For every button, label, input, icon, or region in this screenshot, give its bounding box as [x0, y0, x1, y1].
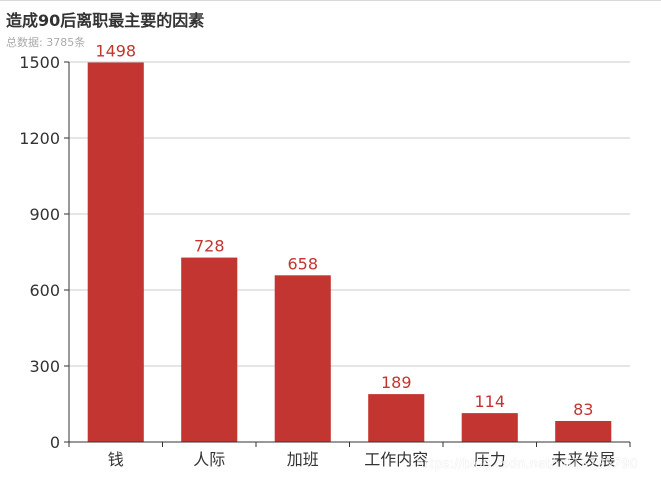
top-divider — [0, 0, 661, 1]
x-tick-label: 加班 — [287, 450, 319, 469]
data-label: 83 — [573, 400, 593, 419]
bar — [87, 62, 144, 443]
bar — [274, 275, 331, 442]
y-tick-label: 1500 — [19, 53, 60, 72]
x-tick-label: 工作内容 — [364, 450, 428, 469]
data-label: 658 — [287, 254, 318, 273]
bars — [87, 62, 612, 443]
bar — [461, 413, 518, 442]
data-label: 114 — [474, 392, 505, 411]
bar — [555, 420, 612, 442]
chart-title: 造成90后离职最主要的因素 — [6, 11, 205, 30]
bar — [368, 394, 425, 442]
bar — [181, 257, 238, 442]
y-tick-label: 0 — [50, 433, 60, 452]
watermark-text: https://blog.csdn.net/u013795790 — [416, 457, 638, 472]
x-tick-label: 压力 — [474, 450, 506, 469]
y-tick-label: 600 — [29, 281, 60, 300]
x-tick-label: 人际 — [193, 450, 225, 469]
data-label: 728 — [194, 237, 225, 256]
data-label: 189 — [381, 373, 412, 392]
axes: 0 300 600 900 1200 1500 钱 人际 加班 工作内容 压力 未来发展 — [19, 53, 631, 469]
x-tick-label: 钱 — [108, 450, 124, 469]
grid-lines — [69, 61, 630, 367]
data-labels: 1498 728 658 189 114 83 — [95, 42, 593, 419]
y-tick-label: 900 — [29, 205, 60, 224]
y-tick-label: 1200 — [19, 129, 60, 148]
y-tick-label: 300 — [29, 357, 60, 376]
chart-subtitle: 总数据: 3785条 — [6, 36, 86, 49]
x-tick-label: 未来发展 — [551, 450, 615, 469]
data-label: 1498 — [95, 42, 136, 61]
